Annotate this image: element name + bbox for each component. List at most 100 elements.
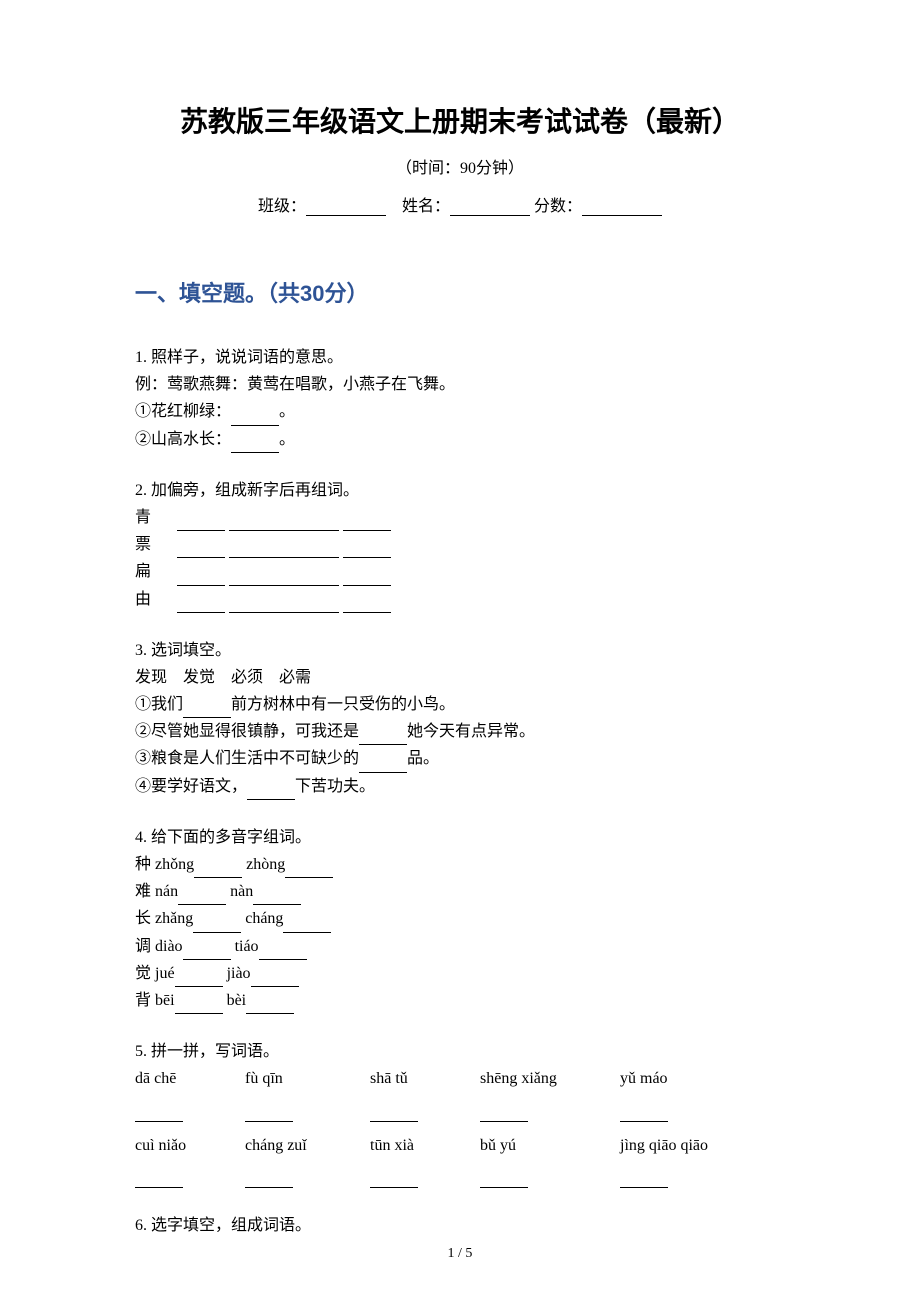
q2-c3: 扁 — [135, 558, 165, 585]
q3-l1a: ①我们 — [135, 696, 183, 713]
q2-c2: 票 — [135, 531, 165, 558]
q2-b1b — [229, 515, 339, 531]
q5-br2-2 — [370, 1161, 480, 1188]
q5-r2-3: bǔ yú — [480, 1132, 620, 1159]
q3-b2 — [359, 729, 407, 745]
question-2: 2. 加偏旁，组成新字后再组词。 青 票 扁 由 — [135, 477, 785, 613]
q2-b3a — [177, 570, 225, 586]
q3-b4 — [247, 784, 295, 800]
q2-b4a — [177, 597, 225, 613]
q5-br1-0 — [135, 1095, 245, 1122]
q4-b4b — [259, 944, 307, 960]
q1-stem: 1. 照样子，说说词语的意思。 — [135, 344, 785, 371]
q4-r6b: bèi — [223, 992, 247, 1009]
q5-blank-row2 — [135, 1161, 785, 1188]
q5-br2-3 — [480, 1161, 620, 1188]
q2-b3b — [229, 570, 339, 586]
q3-words: 发现 发觉 必须 必需 — [135, 664, 785, 691]
q3-l3b: 品。 — [407, 750, 439, 767]
name-label: 姓名： — [402, 192, 450, 216]
q5-stem: 5. 拼一拼，写词语。 — [135, 1038, 785, 1065]
q2-c1: 青 — [135, 504, 165, 531]
q4-r6a: 背 bēi — [135, 992, 175, 1009]
q1-period2: 。 — [279, 431, 295, 448]
page-footer: 1 / 5 — [0, 1246, 920, 1262]
q4-r3b: cháng — [241, 910, 283, 927]
q4-r1b: zhòng — [242, 856, 285, 873]
q4-stem: 4. 给下面的多音字组词。 — [135, 824, 785, 851]
q4-b5b — [251, 971, 299, 987]
section-heading: 一、填空题。（共30分） — [135, 276, 785, 308]
q1-example: 例：莺歌燕舞：黄莺在唱歌，小燕子在飞舞。 — [135, 371, 785, 398]
q3-stem: 3. 选词填空。 — [135, 637, 785, 664]
q4-b3b — [283, 917, 331, 933]
q3-l4b: 下苦功夫。 — [295, 778, 375, 795]
q1-blank2 — [231, 437, 279, 453]
q2-b3c — [343, 570, 391, 586]
q5-r1-2: shā tǔ — [370, 1065, 480, 1092]
q4-b5a — [175, 971, 223, 987]
q2-b1a — [177, 515, 225, 531]
q2-b4b — [229, 597, 339, 613]
q5-r2-1: cháng zuǐ — [245, 1132, 370, 1159]
q3-l3a: ③粮食是人们生活中不可缺少的 — [135, 750, 359, 767]
q5-r1-0: dā chē — [135, 1065, 245, 1092]
q5-br1-1 — [245, 1095, 370, 1122]
q3-l2a: ②尽管她显得很镇静，可我还是 — [135, 723, 359, 740]
q4-r2b: nàn — [226, 883, 253, 900]
q3-b3 — [359, 757, 407, 773]
score-blank — [582, 198, 662, 216]
q5-r1-3: shēng xiǎng — [480, 1065, 620, 1092]
q3-l4a: ④要学好语文， — [135, 778, 247, 795]
q4-b6a — [175, 998, 223, 1014]
question-1: 1. 照样子，说说词语的意思。 例：莺歌燕舞：黄莺在唱歌，小燕子在飞舞。 ①花红… — [135, 344, 785, 453]
q5-br1-2 — [370, 1095, 480, 1122]
q1-item1: ①花红柳绿： — [135, 403, 231, 420]
q4-b1b — [285, 862, 333, 878]
q5-br1-3 — [480, 1095, 620, 1122]
q4-b1a — [194, 862, 242, 878]
q4-b4a — [183, 944, 231, 960]
q1-blank1 — [231, 410, 279, 426]
q4-r4a: 调 diào — [135, 938, 183, 955]
q5-row1: dā chē fù qīn shā tǔ shēng xiǎng yǔ máo — [135, 1065, 785, 1092]
q5-r2-0: cuì niǎo — [135, 1132, 245, 1159]
q3-b1 — [183, 702, 231, 718]
info-line: 班级： 姓名： 分数： — [135, 192, 785, 216]
q2-b2b — [229, 542, 339, 558]
q4-b6b — [246, 998, 294, 1014]
q4-b3a — [193, 917, 241, 933]
q2-stem: 2. 加偏旁，组成新字后再组词。 — [135, 477, 785, 504]
q3-l2b: 她今天有点异常。 — [407, 723, 535, 740]
q4-b2a — [178, 889, 226, 905]
q2-b2a — [177, 542, 225, 558]
q5-r2-2: tūn xià — [370, 1132, 480, 1159]
q4-r5a: 觉 jué — [135, 965, 175, 982]
q6-stem: 6. 选字填空，组成词语。 — [135, 1212, 785, 1239]
q4-r1a: 种 zhǒng — [135, 856, 194, 873]
q4-r5b: jiào — [223, 965, 251, 982]
question-3: 3. 选词填空。 发现 发觉 必须 必需 ①我们前方树林中有一只受伤的小鸟。 ②… — [135, 637, 785, 800]
q5-row2: cuì niǎo cháng zuǐ tūn xià bǔ yú jìng qi… — [135, 1132, 785, 1159]
subtitle: （时间：90分钟） — [135, 154, 785, 178]
q5-br2-4 — [620, 1161, 745, 1188]
q5-br2-0 — [135, 1161, 245, 1188]
question-4: 4. 给下面的多音字组词。 种 zhǒng zhòng 难 nán nàn 长 … — [135, 824, 785, 1014]
q5-br2-1 — [245, 1161, 370, 1188]
class-label: 班级： — [258, 192, 306, 216]
q2-b1c — [343, 515, 391, 531]
question-6: 6. 选字填空，组成词语。 — [135, 1212, 785, 1239]
name-blank — [450, 198, 530, 216]
question-5: 5. 拼一拼，写词语。 dā chē fù qīn shā tǔ shēng x… — [135, 1038, 785, 1188]
q5-br1-4 — [620, 1095, 745, 1122]
q2-c4: 由 — [135, 586, 165, 613]
q2-b2c — [343, 542, 391, 558]
q5-r1-1: fù qīn — [245, 1065, 370, 1092]
q1-period1: 。 — [279, 403, 295, 420]
score-label: 分数： — [534, 192, 582, 216]
q1-item2: ②山高水长： — [135, 431, 231, 448]
q4-r2a: 难 nán — [135, 883, 178, 900]
page-title: 苏教版三年级语文上册期末考试试卷（最新） — [135, 100, 785, 140]
q5-r2-4: jìng qiāo qiāo — [620, 1132, 745, 1159]
q2-b4c — [343, 597, 391, 613]
